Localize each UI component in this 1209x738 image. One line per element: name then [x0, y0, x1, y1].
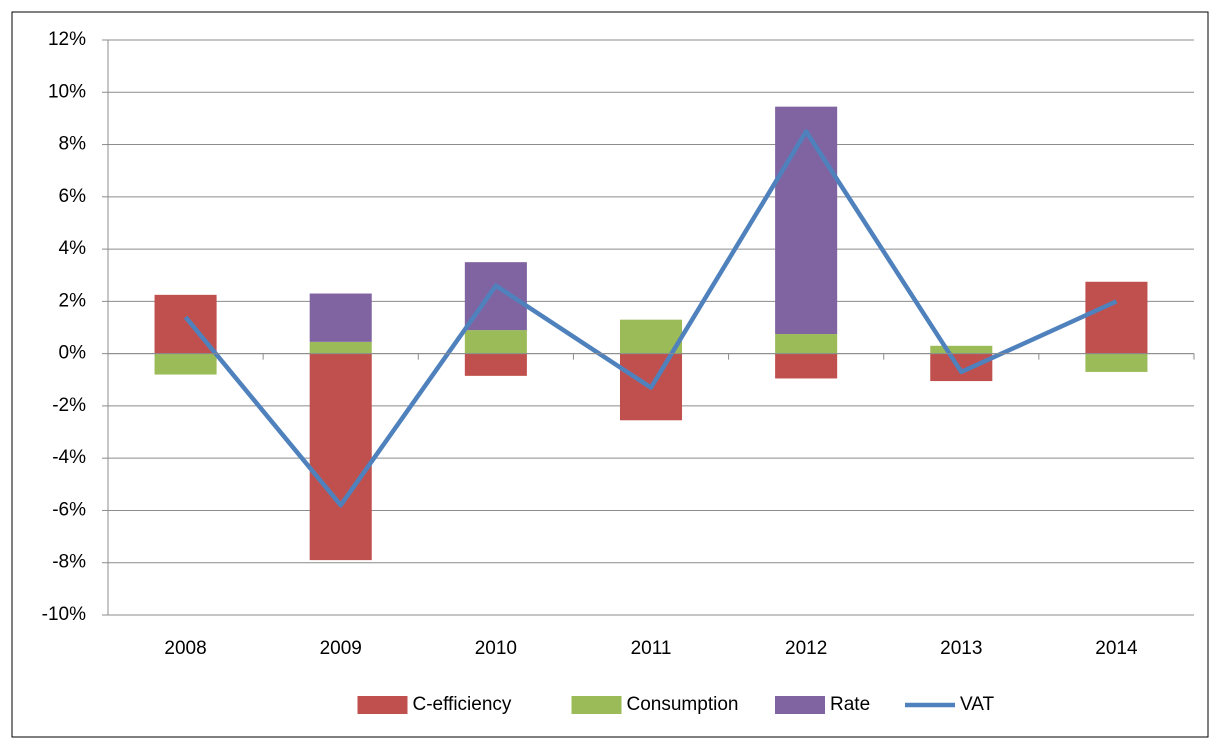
bar [464, 330, 527, 354]
bar [619, 319, 683, 354]
y-tick-label: 4% [59, 238, 87, 259]
x-tick-label: 2014 [1095, 638, 1138, 659]
x-tick-label: 2010 [475, 638, 517, 659]
x-tick-label: 2008 [164, 638, 206, 659]
x-tick-label: 2009 [320, 638, 362, 659]
bar [930, 353, 993, 382]
y-tick-label: -2% [52, 395, 86, 416]
bar [154, 353, 217, 375]
legend-swatch [571, 696, 622, 714]
x-tick-label: 2012 [785, 638, 827, 659]
legend-label: C-efficiency [413, 694, 512, 715]
bar [1085, 281, 1148, 354]
legend-label: Rate [830, 694, 870, 715]
legend-label: VAT [960, 694, 995, 715]
legend-swatch [357, 696, 408, 714]
y-tick-label: 12% [48, 29, 86, 50]
bar [775, 334, 838, 354]
y-tick-label: 8% [59, 134, 87, 155]
bar [775, 353, 838, 379]
x-tick-label: 2011 [631, 638, 672, 659]
legend-swatch [775, 696, 825, 714]
y-tick-label: -4% [52, 447, 86, 468]
bar [775, 106, 838, 335]
y-tick-label: 0% [59, 343, 87, 364]
bar [930, 345, 993, 354]
x-tick-label: 2013 [940, 638, 982, 659]
bar [1085, 353, 1148, 372]
y-tick-label: -10% [42, 604, 86, 625]
y-tick-label: 2% [59, 290, 87, 311]
bar [309, 293, 372, 342]
y-tick-label: 6% [59, 186, 87, 207]
y-tick-label: -8% [52, 552, 86, 573]
legend-label: Consumption [627, 694, 739, 715]
bar [464, 353, 527, 376]
bar [309, 341, 372, 354]
chart-frame [11, 11, 1209, 738]
y-tick-label: -6% [52, 499, 86, 520]
line-series [183, 129, 1118, 508]
y-tick-label: 10% [48, 81, 86, 102]
bar [309, 353, 372, 561]
